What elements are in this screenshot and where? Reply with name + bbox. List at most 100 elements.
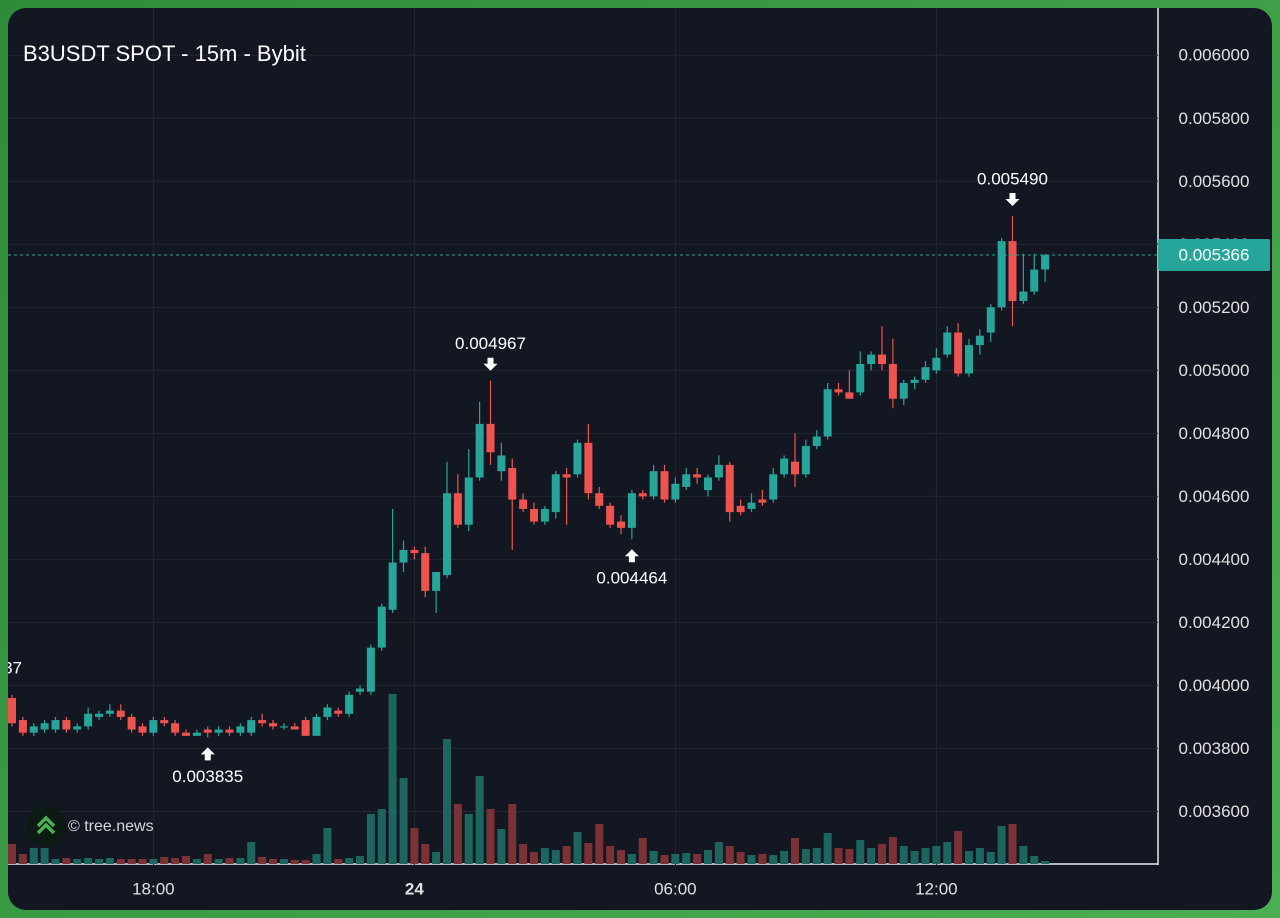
watermark-logo-chevrons [36,815,56,835]
volume-bar [443,739,451,864]
volume-bar [584,843,593,864]
annotation-arrow [1005,192,1020,206]
volume-bar [225,858,234,864]
candle-body [888,364,897,399]
volume-bar [954,831,963,864]
volume-bar [1041,861,1050,864]
volume-bar [845,849,854,864]
volume-bar [573,832,582,864]
volume-bar [638,838,647,864]
candle-body [899,382,908,399]
volume-bar [1019,846,1028,864]
axes: 0.0060000.0058000.0056000.0054000.005200… [132,46,1270,898]
candle-body [780,458,789,475]
volume-bar [986,852,995,864]
volume-bar [823,833,832,864]
candle-body [497,455,506,472]
volume-bar [878,844,886,864]
y-tick-label: 0.005600 [1179,172,1250,191]
candle-body [845,392,854,399]
volume-bar [627,854,636,864]
volume-bar [51,859,60,864]
candle-body [910,379,919,383]
volume-bar [769,855,778,864]
volume-bar [780,851,789,864]
x-tick-label: 06:00 [654,879,697,898]
candle-body [323,707,332,717]
candle-body [486,423,495,453]
volume-bar [453,804,462,864]
watermark-text: © tree.news [68,818,154,835]
candle-body [29,726,38,733]
volume-bar [40,848,49,864]
candle-body [769,474,778,500]
candle-body [693,474,702,478]
candle-body [965,345,973,374]
candle-body [84,713,93,727]
candle-body [530,508,538,522]
volume-bar [943,842,952,864]
volume-bar [399,778,408,864]
candle-body [932,357,941,371]
volume-bar [1008,824,1017,864]
volume-bar [910,851,919,864]
candle-body [867,354,876,365]
volume-bar [105,858,114,864]
volume-layer [8,694,1050,864]
volume-bar [464,814,473,864]
y-tick-label: 0.003600 [1179,802,1250,821]
annotation-label: 0.005490 [977,169,1048,188]
candle-body [40,723,49,730]
candle-body [399,549,408,563]
candle-body [878,354,886,365]
volume-bar [29,848,38,864]
candle-body [704,477,712,491]
candle-body [801,445,810,475]
volume-bar [301,860,310,864]
volume-bar [192,859,201,864]
candle-body [540,508,549,522]
volume-bar [519,844,528,864]
volume-bar [203,854,212,864]
volume-bar [899,846,908,864]
candle-body [73,726,82,730]
volume-bar [562,846,571,864]
volume-bar [182,856,190,864]
candle-body [758,499,767,503]
volume-bar [127,859,136,864]
annotation-arrow [200,747,215,761]
volume-bar [279,859,288,864]
candle-body [388,562,397,610]
x-tick-label: 18:00 [132,879,175,898]
candle-body [1019,291,1028,302]
candle-body [258,720,267,724]
volume-bar [388,694,397,864]
candle-body [279,726,288,728]
x-tick-label: 24 [405,879,424,898]
candle-body [671,483,680,500]
volume-bar [323,828,332,864]
candle-body [595,493,604,506]
volume-bar [617,850,625,864]
candle-body [823,389,832,437]
candle-body [410,549,419,554]
candle-body [562,474,571,478]
volume-bar [867,848,876,864]
candle-body [453,493,462,525]
volume-bar [345,858,354,864]
y-tick-label: 0.004000 [1179,676,1250,695]
candle-body [290,726,299,730]
last-price-label: 0.005366 [1179,246,1250,265]
candle-body [519,499,528,509]
y-tick-label: 0.005000 [1179,361,1250,380]
candle-body [182,732,190,736]
y-tick-label: 0.004800 [1179,424,1250,443]
y-tick-label: 0.004600 [1179,487,1250,506]
volume-bar [356,856,364,864]
volume-bar [660,855,669,864]
volume-bar [747,855,756,864]
candle-body [1030,269,1039,292]
candle-body [649,471,658,497]
volume-bar [247,842,256,864]
candle-body [192,732,201,736]
